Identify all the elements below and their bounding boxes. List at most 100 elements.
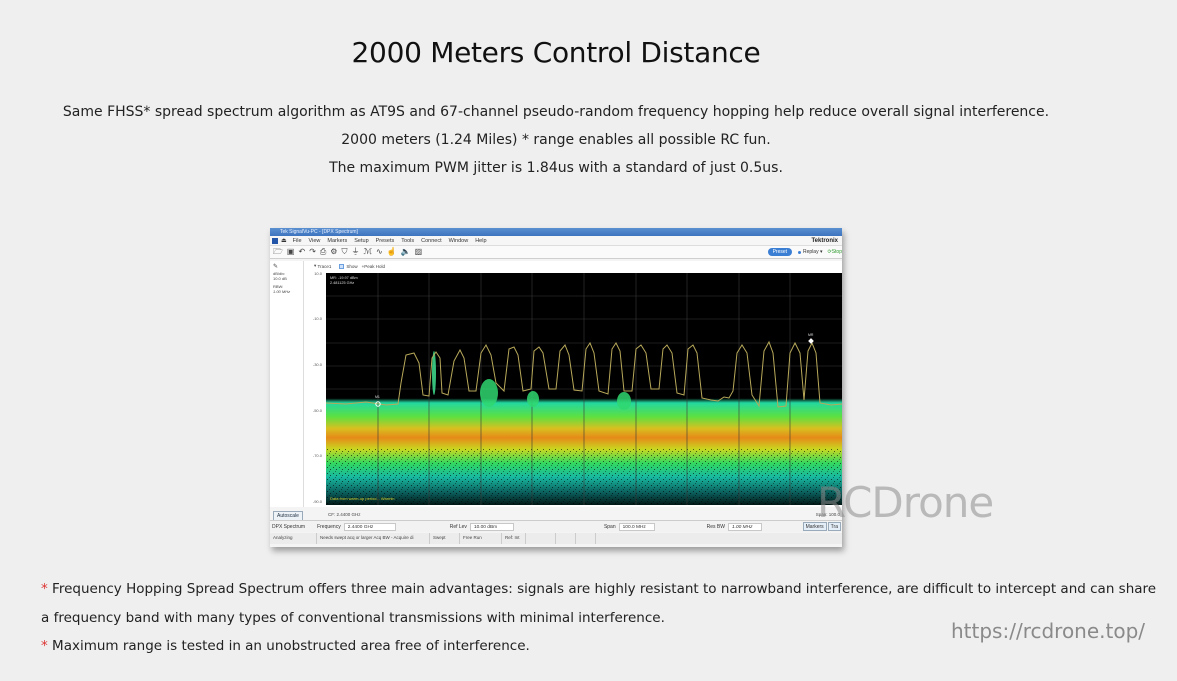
footnote: * Frequency Hopping Spread Spectrum offe…	[41, 575, 1161, 632]
speaker-icon[interactable]: 🔈	[400, 247, 411, 256]
span-label-right: Span: 100.0	[815, 512, 840, 517]
frequency-label: Frequency	[317, 523, 341, 530]
span-field[interactable]: 100.0 MHz	[618, 522, 655, 531]
replay-icon	[798, 250, 802, 254]
status-cell	[556, 533, 576, 544]
y-tick: 10.0	[314, 271, 322, 276]
status-cell: Analyzing	[270, 533, 317, 544]
svg-text:M1: M1	[375, 395, 380, 399]
db-div-label: dB/div:	[273, 271, 286, 276]
redo-icon[interactable]: ↷	[309, 247, 316, 256]
settings-icon[interactable]: ⚙	[330, 247, 338, 256]
trace-button[interactable]: Tra	[827, 522, 841, 531]
footnote: * Maximum range is tested in an unobstru…	[41, 632, 1161, 661]
markers-button[interactable]: Markers	[802, 522, 827, 531]
menu-tools[interactable]: Tools	[401, 237, 415, 244]
status-cell: Needs swept acq or larger Acq BW - Acqui…	[317, 533, 430, 544]
pencil-icon[interactable]: ✎	[273, 264, 279, 270]
parameter-bar: DPX Spectrum Frequency 2.4400 GHz Ref Le…	[270, 520, 842, 532]
window-title: Tek SignalVu-PC - [DPX Spectrum]	[270, 228, 842, 236]
status-cell: Swept	[430, 533, 460, 544]
intro-line: Same FHSS* spread spectrum algorithm as …	[62, 104, 1050, 120]
stop-button[interactable]: ⟳Stop	[827, 249, 843, 255]
preset-button[interactable]: Preset	[767, 248, 793, 256]
ref-lev-field[interactable]: 10.00 dBm	[469, 522, 514, 531]
intro-line: 2000 meters (1.24 Miles) * range enables…	[341, 132, 771, 148]
y-tick: -30.0	[312, 362, 322, 367]
footnote-text: Maximum range is tested in an unobstruct…	[47, 638, 530, 654]
preset-icon[interactable]: ▨	[414, 247, 423, 256]
chevron-down-icon[interactable]: ▾	[818, 249, 823, 255]
marker-m1[interactable]: M1	[375, 395, 381, 407]
chevron-down-icon[interactable]: ▾	[314, 263, 318, 268]
menu-connect[interactable]: Connect	[421, 237, 442, 244]
toolbar: 🗁 ▣ ↶ ↷ ⎙ ⚙ ⛉ ⏚ ℳ ∿ ☝ 🔈 ▨ Preset Replay …	[270, 246, 842, 259]
site-url: https://rcdrone.top/	[951, 619, 1146, 643]
intro-text: Same FHSS* spread spectrum algorithm as …	[0, 98, 1112, 182]
marker-value: MR: -19.97 dBm	[330, 276, 358, 280]
rbw-label: RBW:	[273, 284, 284, 289]
res-bw-label: Res BW	[706, 523, 725, 530]
frequency-field[interactable]: 2.4400 GHz	[343, 522, 396, 531]
menu-help[interactable]: Help	[475, 237, 487, 244]
menu-window[interactable]: Window	[448, 237, 469, 244]
analyzer-body: ✎ dB/div: 10.0 dB RBW: 1.00 MHz ▾ Trace1…	[270, 261, 842, 527]
save-icon[interactable]: ▣	[286, 247, 295, 256]
trace-bar: ▾ Trace1 Show +Peak Hold	[304, 261, 842, 271]
undo-icon[interactable]: ↶	[298, 247, 306, 256]
spectrum-analyzer-screenshot: Tek SignalVu-PC - [DPX Spectrum] ⏏ File …	[270, 228, 842, 547]
page-title: 2000 Meters Control Distance	[351, 36, 761, 69]
waveform-icon[interactable]: ∿	[376, 247, 383, 256]
settings-panel: ✎ dB/div: 10.0 dB RBW: 1.00 MHz	[270, 261, 304, 507]
tektronix-logo: Tektronix	[811, 237, 838, 244]
menu-presets[interactable]: Presets	[375, 237, 395, 244]
app-icon	[272, 237, 278, 244]
res-bw-field[interactable]: 1.00 MHz	[727, 522, 762, 531]
marker-frequency: 2.481125 GHz	[330, 281, 355, 285]
panel-buttons: Markers Tra	[802, 522, 842, 531]
acquire-icon[interactable]: ⏚	[351, 247, 360, 256]
asterisk: *	[41, 638, 48, 654]
marker-readout: MR: -19.97 dBm 2.481125 GHz	[330, 276, 358, 286]
menu-markers[interactable]: Markers	[327, 237, 348, 244]
ref-lev-label: Ref Lev	[449, 523, 467, 530]
asterisk: *	[41, 581, 48, 597]
menu-file[interactable]: File	[292, 237, 302, 244]
marker-mr[interactable]: MR	[808, 333, 814, 344]
hand-icon[interactable]: ☝	[386, 247, 397, 256]
spectrum-graph: M1 MR	[326, 273, 842, 505]
menu-view[interactable]: View	[308, 237, 321, 244]
menu-setup[interactable]: Setup	[354, 237, 369, 244]
status-bar: Analyzing Needs swept acq or larger Acq …	[270, 533, 842, 544]
status-cell: Ref: Int	[502, 533, 526, 544]
y-tick: -10.0	[312, 316, 322, 321]
warmup-message: Data from warm-up period... Warmin	[330, 496, 395, 501]
shield-icon[interactable]: ⛉	[341, 247, 348, 256]
rbw-value[interactable]: 1.00 MHz	[273, 289, 291, 294]
center-frequency-label: CF: 2.4400 GHz	[328, 512, 361, 517]
status-cell	[526, 533, 556, 544]
eject-icon: ⏏	[281, 238, 287, 244]
show-checkbox[interactable]	[339, 263, 345, 269]
open-icon[interactable]: 🗁	[273, 247, 283, 256]
trace-select[interactable]: Trace1	[317, 263, 332, 269]
replay-button[interactable]: Replay	[803, 249, 819, 255]
status-cell	[576, 533, 596, 544]
show-label: Show	[346, 263, 358, 269]
y-axis: 10.0 -10.0 -30.0 -50.0 -70.0 -90.0	[304, 271, 326, 504]
span-label: Span	[603, 523, 616, 530]
status-cell: Free Run	[460, 533, 502, 544]
svg-text:MR: MR	[808, 333, 814, 337]
y-tick: -50.0	[312, 408, 322, 413]
print-icon[interactable]: ⎙	[319, 247, 327, 256]
trace-mode[interactable]: +Peak Hold	[361, 263, 386, 269]
intro-line: The maximum PWM jitter is 1.84us with a …	[329, 160, 783, 176]
y-tick: -90.0	[312, 499, 322, 504]
db-div-value[interactable]: 10.0 dB	[273, 276, 287, 281]
watermark: RCDrone	[817, 478, 994, 527]
analysis-icon[interactable]: ℳ	[363, 247, 373, 256]
dpx-spectrum-plot[interactable]: M1 MR MR: -19.97 dBm 2.481125 GHz Data f…	[326, 273, 842, 505]
y-tick: -70.0	[312, 453, 322, 458]
footnotes: * Frequency Hopping Spread Spectrum offe…	[41, 575, 1161, 661]
menu-bar: ⏏ File View Markers Setup Presets Tools …	[270, 236, 842, 246]
